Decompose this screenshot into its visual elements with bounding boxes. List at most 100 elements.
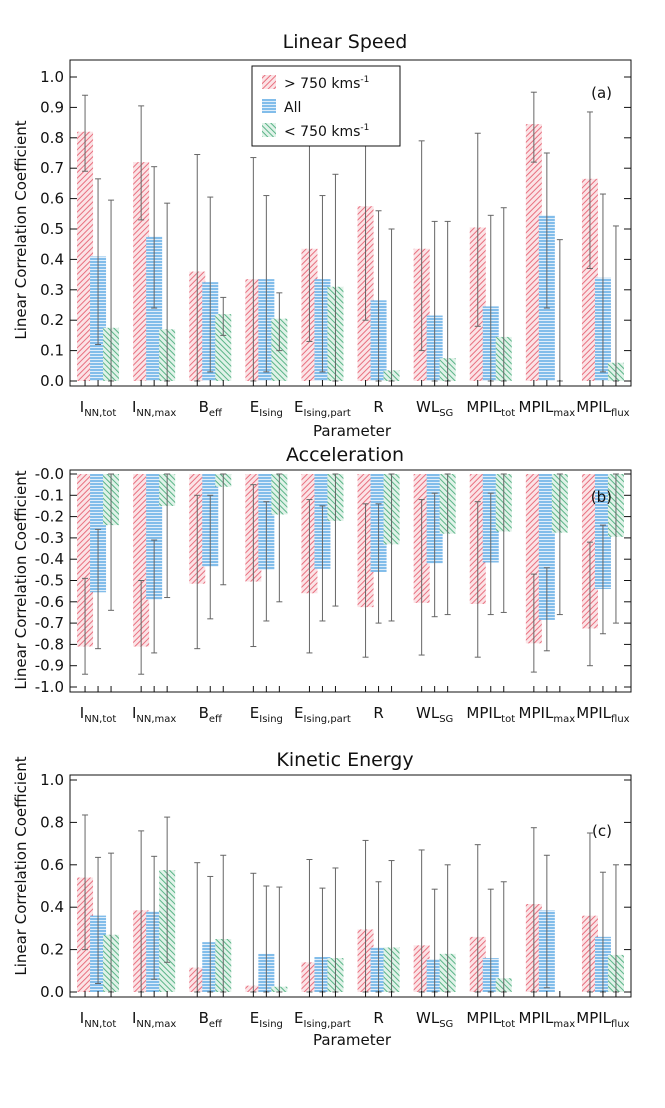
y-tick-label-b: -0.3 <box>35 529 64 547</box>
error-bar-fast-a <box>474 132 481 327</box>
y-tick-label-c: 0.6 <box>40 856 64 874</box>
error-bar-fast-b <box>362 503 369 658</box>
y-axis-label-c: Linear Correlation Coefficient <box>12 756 30 975</box>
y-tick-label-c: 0.0 <box>40 983 64 1001</box>
x-category-label-a: Beff <box>199 398 223 419</box>
legend-swatch-slow <box>262 123 276 137</box>
x-category-label-a: INN,max <box>132 398 176 419</box>
error-bar-slow-c <box>164 816 171 963</box>
legend: > 750 kms-1 All < 750 kms-1 <box>251 65 401 147</box>
legend-swatch-all <box>262 99 276 113</box>
error-bar-all-b <box>319 505 326 622</box>
y-tick-label-b: -0.9 <box>35 657 64 675</box>
chart-title-b: Acceleration <box>286 444 404 466</box>
error-bar-fast-b <box>250 484 257 648</box>
y-tick-label-a: 0.9 <box>40 98 64 116</box>
error-bar-all-a <box>543 152 550 309</box>
error-bar-fast-b <box>138 580 145 675</box>
bar-fast-a <box>525 124 542 382</box>
error-bar-all-b <box>95 528 102 650</box>
y-tick-label-a: 0.3 <box>40 281 64 299</box>
error-bar-slow-b <box>500 473 507 613</box>
y-axis-label-b: Linear Correlation Coefficient <box>12 470 30 689</box>
y-tick-label-a: 0.7 <box>40 159 64 177</box>
error-bar-slow-a <box>220 296 227 336</box>
bars-a <box>77 91 624 382</box>
y-axis-label-a: Linear Correlation Coefficient <box>12 120 30 339</box>
bars-c <box>77 814 624 993</box>
y-axis-a: 0.0 0.1 0.2 0.3 0.4 0.5 0.6 0.7 0.8 0.9 1.0 <box>40 68 631 390</box>
x-axis-c: INN,tot INN,max Beff EIsing EIsing,part R WLSG… <box>80 991 630 1030</box>
error-bar-slow-a <box>556 239 563 382</box>
bar-fast-b <box>525 474 542 644</box>
x-axis-b: INN,tot INN,max Beff EIsing EIsing,part R WLSG… <box>80 686 630 725</box>
bar-fast-a <box>133 162 150 381</box>
panel-kinetic-energy: Kinetic Energy 0.0 0.2 0.4 0.6 0.8 1.0 INN,to… <box>12 749 632 1049</box>
legend-label-all: All <box>284 100 301 116</box>
bar-fast-a <box>581 178 598 381</box>
y-tick-label-b: -0.5 <box>35 572 64 590</box>
x-category-label-b: WLSG <box>416 704 453 725</box>
x-category-label-b: INN,max <box>132 704 176 725</box>
y-tick-label-a: 0.8 <box>40 129 64 147</box>
x-axis-label-c: Parameter <box>313 1031 392 1049</box>
y-tick-label-b: -0.0 <box>35 465 64 483</box>
x-category-label-c: INN,max <box>132 1009 176 1030</box>
y-tick-label-b: -0.4 <box>35 550 64 568</box>
x-category-label-a: WLSG <box>416 398 453 419</box>
error-bar-fast-b <box>306 499 313 654</box>
error-bar-all-a <box>599 193 606 373</box>
x-category-label-c: MPILflux <box>576 1009 629 1030</box>
x-category-label-b: R <box>373 704 383 722</box>
bar-fast-b <box>77 474 94 647</box>
error-bar-slow-b <box>612 473 619 624</box>
x-category-label-a: MPILflux <box>576 398 629 419</box>
x-category-label-a: INN,tot <box>80 398 117 419</box>
bar-all-a <box>146 236 163 381</box>
bar-slow-a <box>215 314 232 381</box>
error-bar-slow-b <box>444 473 451 616</box>
x-category-label-b: EIsing,part <box>294 704 351 725</box>
x-category-label-a: EIsing <box>250 398 283 419</box>
error-bar-fast-a <box>418 140 425 352</box>
y-tick-label-a: 1.0 <box>40 68 64 86</box>
y-tick-label-b: -0.8 <box>35 635 64 653</box>
error-bar-fast-b <box>530 573 537 673</box>
error-bar-slow-c <box>500 881 507 993</box>
x-category-label-a: MPILmax <box>519 398 576 419</box>
x-category-label-c: INN,tot <box>80 1009 117 1030</box>
bar-fast-b <box>133 474 150 647</box>
error-bar-all-b <box>207 494 214 620</box>
error-bar-fast-b <box>82 577 89 675</box>
y-tick-label-a: 0.0 <box>40 372 64 390</box>
error-bar-all-a <box>151 166 158 309</box>
y-tick-label-a: 0.4 <box>40 250 64 268</box>
x-category-label-c: R <box>373 1009 383 1027</box>
x-axis-a: INN,tot INN,max Beff EIsing EIsing,part R WLSG… <box>80 380 630 419</box>
x-category-label-a: MPILtot <box>466 398 515 419</box>
y-axis-b: -0.0 -0.1 -0.2 -0.3 -0.4 -0.5 -0.6 -0.7 -0.8 -0.9… <box>35 465 631 696</box>
legend-label-fast: > 750 kms-1 <box>284 75 369 92</box>
x-category-label-b: Beff <box>199 704 223 725</box>
x-category-label-c: WLSG <box>416 1009 453 1030</box>
error-bar-all-b <box>599 524 606 635</box>
error-bar-all-b <box>263 501 270 622</box>
error-bar-all-b <box>431 492 438 618</box>
panel-label-b: (b) <box>591 488 612 506</box>
error-bar-slow-b <box>276 473 283 603</box>
legend-label-slow: < 750 kms-1 <box>284 123 369 140</box>
error-bar-fast-a <box>530 91 537 163</box>
y-tick-label-b: -1.0 <box>35 678 64 696</box>
x-axis-label-a: Parameter <box>313 422 392 440</box>
y-tick-label-b: -0.2 <box>35 508 64 526</box>
error-bar-slow-b <box>556 473 563 616</box>
x-category-label-c: MPILmax <box>519 1009 576 1030</box>
legend-box <box>251 65 401 147</box>
error-bar-all-a <box>207 196 214 373</box>
y-tick-label-c: 0.4 <box>40 898 64 916</box>
x-category-label-c: EIsing,part <box>294 1009 351 1030</box>
error-bar-fast-a <box>138 105 145 221</box>
error-bar-slow-a <box>612 225 619 382</box>
x-category-label-c: MPILtot <box>466 1009 515 1030</box>
